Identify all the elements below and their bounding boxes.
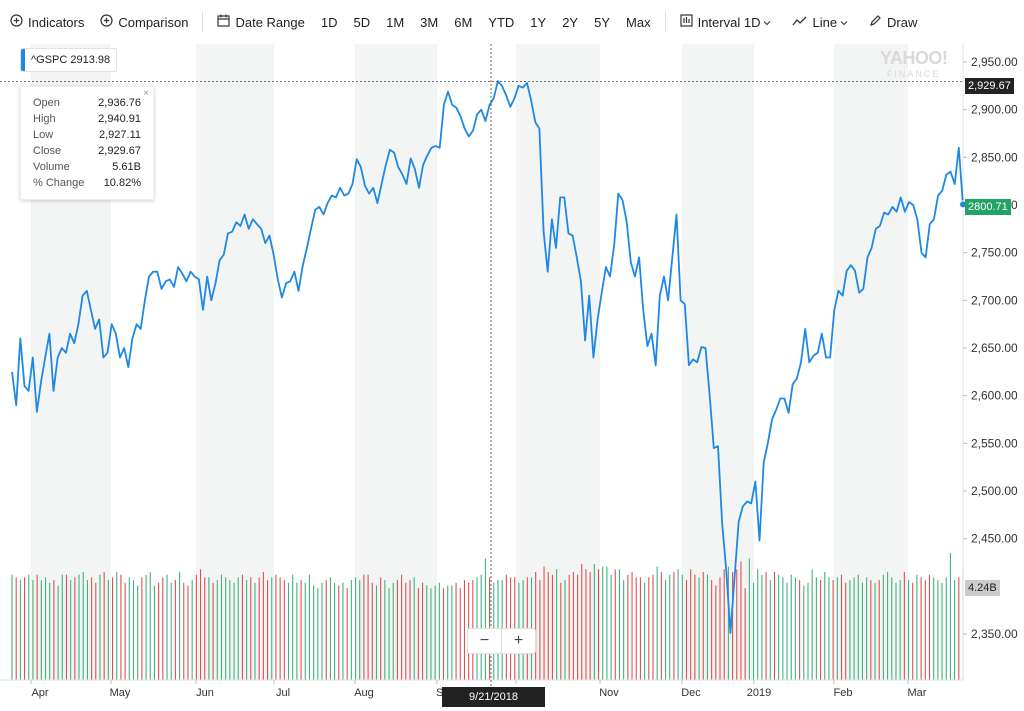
- y-tick-label: 2,350.00: [971, 627, 1018, 641]
- tooltip-row-high: High 2,940.91: [33, 113, 141, 125]
- y-tick-label: 2,950.00: [971, 55, 1018, 69]
- y-tick-label: 2,450.00: [971, 532, 1018, 546]
- y-tick-label: 2,750.00: [971, 246, 1018, 260]
- toolbar-divider: [202, 12, 204, 32]
- range-max[interactable]: Max: [626, 14, 651, 30]
- y-tick-label: 2,600.00: [971, 389, 1018, 403]
- indicators-button[interactable]: Indicators: [0, 0, 92, 44]
- x-tick-label: Jun: [196, 687, 214, 699]
- x-tick-label: May: [110, 687, 131, 699]
- date-range-label: Date Range: [235, 14, 305, 30]
- tooltip-row-close: Close 2,929.67: [33, 145, 141, 157]
- month-band: [682, 44, 754, 680]
- month-band: [196, 44, 274, 680]
- y-tick-label: 2,700.00: [971, 293, 1018, 307]
- line-label: Line: [812, 14, 838, 30]
- draw-button[interactable]: Draw: [861, 0, 925, 44]
- pencil-icon: [869, 14, 882, 30]
- tooltip-row-change: % Change 10.82%: [33, 177, 141, 189]
- month-band: [516, 44, 600, 680]
- x-tick-label: 2019: [747, 687, 771, 699]
- comparison-label: Comparison: [118, 14, 189, 30]
- volume-label: 4.24B: [965, 580, 1000, 596]
- indicators-label: Indicators: [28, 14, 85, 30]
- y-tick-label: 2,900.00: [971, 103, 1018, 117]
- last-price-label: 2800.71: [965, 199, 1011, 215]
- y-tick-label: 2,850.00: [971, 150, 1018, 164]
- range-1m[interactable]: 1M: [386, 14, 405, 30]
- watermark-sub: FINANCE: [886, 69, 941, 79]
- interval-label: Interval: [697, 14, 741, 30]
- chart-type-dropdown[interactable]: Line: [784, 0, 861, 44]
- toolbar-divider: [664, 12, 666, 32]
- crosshair-date-label: 9/21/2018: [442, 687, 545, 707]
- watermark-brand: YAHOO!: [880, 48, 948, 68]
- range-ytd[interactable]: YTD: [488, 14, 515, 30]
- price-line-layer: [11, 80, 967, 634]
- chevron-down-icon: [763, 15, 771, 30]
- month-band: [834, 44, 908, 680]
- symbol-value: 2913.98: [70, 54, 111, 66]
- zoom-controls: − +: [467, 628, 536, 654]
- close-icon[interactable]: ×: [143, 88, 149, 99]
- interval-dropdown[interactable]: Interval 1D: [672, 0, 785, 44]
- symbol-badge[interactable]: ^GSPC 2913.98: [20, 48, 118, 72]
- range-5y[interactable]: 5Y: [594, 14, 611, 30]
- interval-value: 1D: [743, 14, 761, 30]
- comparison-button[interactable]: Comparison: [92, 0, 196, 44]
- x-tick-label: Feb: [834, 687, 853, 699]
- range-1d[interactable]: 1D: [320, 14, 338, 30]
- plus-circle-icon: [10, 14, 23, 30]
- x-tick-label: Jul: [276, 687, 290, 699]
- crosshair: [0, 44, 963, 687]
- y-tick-label: 2,500.00: [971, 484, 1018, 498]
- calendar-icon: [217, 14, 231, 30]
- range-6m[interactable]: 6M: [454, 14, 473, 30]
- plus-circle-icon: [100, 14, 113, 30]
- range-2y[interactable]: 2Y: [562, 14, 579, 30]
- ohlc-tooltip: × Open 2,936.76 High 2,940.91 Low 2,927.11 …: [20, 86, 154, 200]
- symbol-ticker: ^GSPC: [31, 54, 68, 66]
- chart-toolbar: Indicators Comparison Date Range 1D 5D 1…: [0, 0, 1024, 44]
- y-tick-label: 2,650.00: [971, 341, 1018, 355]
- price-line: [11, 80, 964, 634]
- draw-label: Draw: [887, 14, 918, 30]
- crosshair-price-label: 2,929.67: [965, 78, 1014, 94]
- x-tick-label: Mar: [908, 687, 927, 699]
- range-1y[interactable]: 1Y: [530, 14, 547, 30]
- range-5d[interactable]: 5D: [353, 14, 371, 30]
- zoom-out-button[interactable]: −: [468, 629, 502, 653]
- y-tick-label: 2,550.00: [971, 436, 1018, 450]
- candles-icon: [679, 14, 693, 30]
- x-tick-label: Apr: [31, 687, 48, 699]
- tooltip-row-low: Low 2,927.11: [33, 129, 141, 141]
- series-color-swatch: [21, 49, 25, 71]
- x-tick-label: Aug: [354, 687, 374, 699]
- x-tick-label: Nov: [599, 687, 619, 699]
- date-range-button[interactable]: Date Range: [209, 0, 312, 44]
- range-3m[interactable]: 3M: [420, 14, 439, 30]
- x-tick-label: Dec: [681, 687, 701, 699]
- month-band: [355, 44, 437, 680]
- tooltip-row-open: Open 2,936.76: [33, 97, 141, 109]
- line-chart-icon: [792, 15, 807, 30]
- chevron-down-icon: [840, 15, 848, 30]
- yahoo-finance-logo: YAHOO! FINANCE: [880, 48, 948, 82]
- tooltip-row-volume: Volume 5.61B: [33, 161, 141, 173]
- volume-bars: [11, 553, 964, 680]
- zoom-in-button[interactable]: +: [513, 632, 524, 649]
